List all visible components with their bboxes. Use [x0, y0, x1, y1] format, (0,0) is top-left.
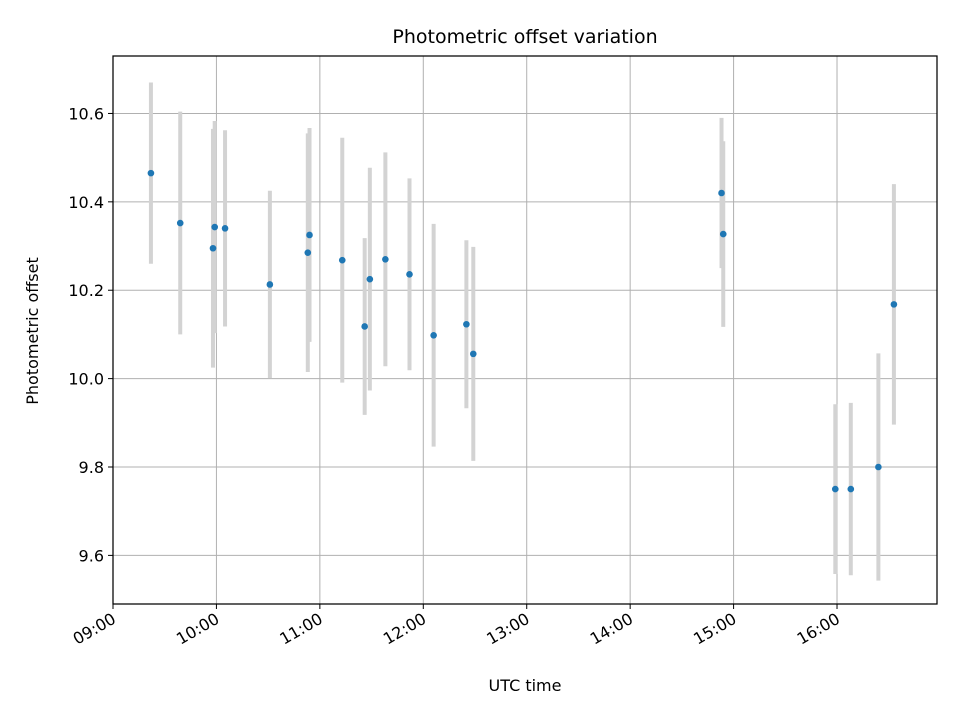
data-point	[469, 350, 477, 358]
data-point	[463, 320, 470, 328]
data-point	[338, 256, 346, 264]
data-point	[306, 231, 313, 239]
data-point	[875, 463, 882, 471]
y-tick-label: 10.0	[68, 370, 104, 389]
data-point	[382, 255, 389, 263]
chart-title: Photometric offset variation	[392, 26, 657, 48]
data-point	[831, 485, 839, 493]
grid	[112, 56, 937, 604]
data-point	[406, 271, 413, 278]
y-tick-label: 9.6	[79, 546, 104, 565]
data-point	[430, 332, 437, 339]
data-point	[211, 223, 219, 231]
y-axis-label: Photometric offset	[23, 257, 42, 405]
data-point	[209, 244, 217, 252]
data-point	[890, 301, 898, 308]
plot-frame	[112, 55, 938, 605]
data-point	[266, 281, 274, 288]
x-axis-label: UTC time	[489, 676, 562, 695]
data-point	[176, 219, 184, 227]
data-point	[361, 323, 368, 330]
data-point	[147, 169, 155, 177]
data-point	[304, 249, 312, 256]
y-tick-label: 10.2	[68, 281, 104, 300]
data-points	[147, 169, 898, 493]
data-point	[366, 275, 374, 283]
data-point	[847, 485, 855, 493]
y-tick-label: 10.6	[68, 104, 104, 123]
y-tick-label: 10.4	[68, 193, 104, 212]
y-tick-label: 9.8	[79, 458, 104, 477]
data-point	[221, 225, 229, 232]
data-point	[718, 189, 725, 197]
data-point	[719, 230, 727, 238]
